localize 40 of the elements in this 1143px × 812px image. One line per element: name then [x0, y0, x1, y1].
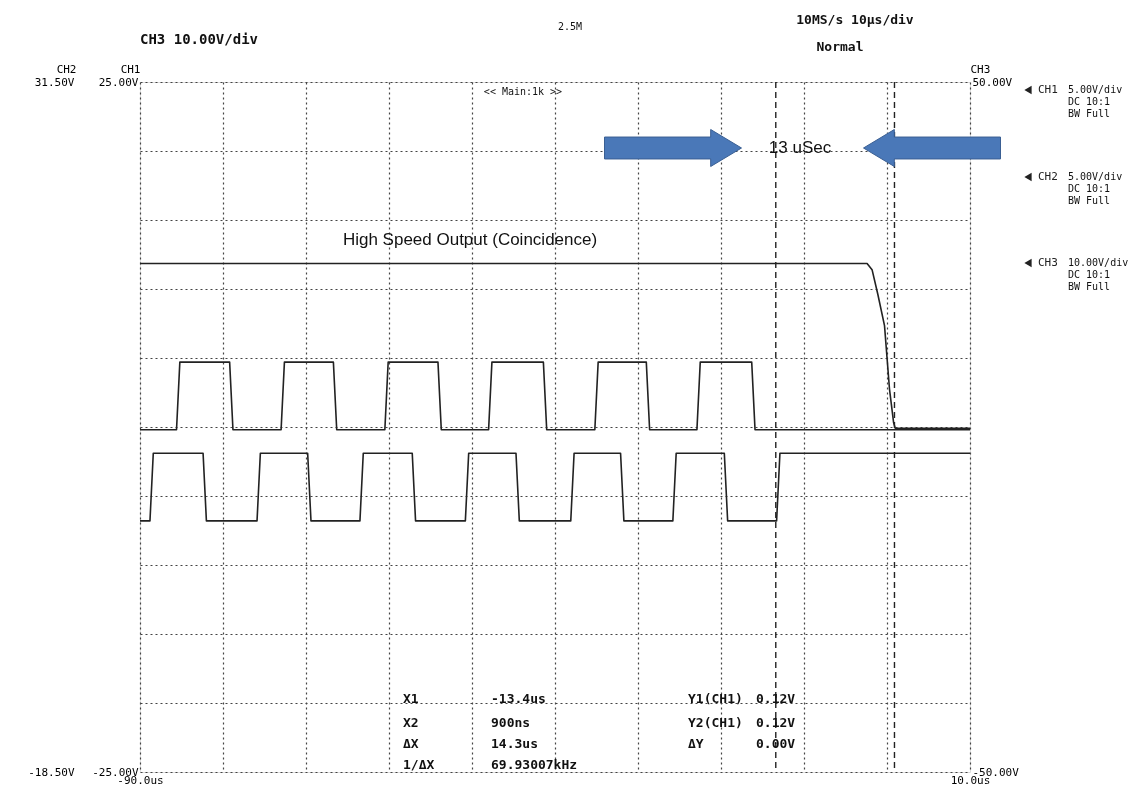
annotation: ΔY [688, 736, 704, 751]
annotation: 0.12V [756, 715, 796, 730]
text: 5.00V/div [1068, 84, 1123, 95]
annotation: High Speed Output (Coincidence) [342, 230, 598, 249]
annotation: 900ns [491, 715, 531, 730]
text: 2.5M [558, 21, 583, 32]
y2-tick-label: -18.50V [28, 765, 75, 779]
annotation: ΔX [403, 736, 419, 751]
annotation: 0.12V [756, 691, 796, 706]
text: DC 10:1 [1068, 183, 1111, 194]
text: CH2 [56, 62, 77, 76]
annotation: 13 uSec [768, 138, 832, 157]
annotation: Y2(CH1) [688, 715, 743, 730]
legend-label: CH1 [1038, 83, 1058, 96]
text: 10.00V/div [1068, 257, 1129, 268]
text: BW Full [1068, 195, 1111, 206]
y-tick-label: 25.00V [98, 75, 139, 89]
annotation: 14.3us [491, 736, 538, 751]
y3-tick-label: 50.00V [972, 75, 1013, 89]
annotation: << Main:1k >> [483, 86, 563, 97]
annotation: X1 [403, 691, 419, 706]
text: BW Full [1068, 108, 1111, 119]
text: CH3 10.00V/div [140, 31, 259, 47]
text: 10MS/s 10µs/div [796, 12, 914, 27]
text: DC 10:1 [1068, 96, 1111, 107]
text: DC 10:1 [1068, 269, 1111, 280]
text: BW Full [1068, 281, 1111, 292]
annotation: X2 [403, 715, 419, 730]
text: 5.00V/div [1068, 171, 1123, 182]
annotation: 0.00V [756, 736, 796, 751]
text: CH3 [970, 62, 991, 76]
annotation: -13.4us [491, 691, 546, 706]
annotation: 1/ΔX [403, 757, 435, 772]
text: Normal [816, 39, 864, 54]
y2-tick-label: 31.50V [34, 75, 75, 89]
annotation: 69.93007kHz [491, 757, 578, 772]
text: CH1 [120, 62, 141, 76]
legend-label: CH3 [1038, 256, 1058, 269]
annotation: Y1(CH1) [688, 691, 743, 706]
legend-label: CH2 [1038, 170, 1058, 183]
